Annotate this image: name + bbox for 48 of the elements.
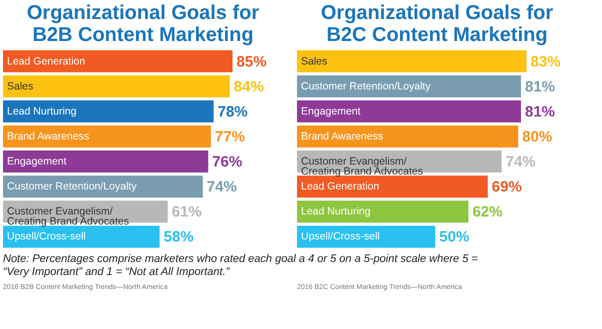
data-label: 61% (172, 204, 202, 221)
data-label: 62% (472, 204, 502, 221)
data-label: 50% (439, 228, 470, 246)
y-tick-label: Upsell/Cross-sell (301, 230, 380, 243)
y-tick-label: Sales (301, 55, 328, 68)
bar (3, 226, 160, 248)
y-tick-label: Lead Generation (301, 180, 380, 193)
y-tick-label: Engagement (301, 105, 361, 118)
y-tick-label: Lead Nurturing (7, 105, 77, 118)
bar (3, 125, 211, 148)
bar (297, 75, 521, 98)
y-tick-label: Sales (7, 80, 34, 92)
data-label: 83% (530, 53, 561, 70)
bar (297, 50, 527, 72)
data-label: 84% (234, 78, 264, 96)
data-label: 81% (524, 103, 556, 120)
y-tick-label: Lead Nurturing (301, 206, 371, 218)
data-label: 74% (506, 154, 536, 171)
bar (297, 200, 468, 223)
data-label: 58% (164, 228, 194, 246)
y-tick-label: Brand Awareness (301, 130, 384, 142)
y-tick-label: Lead Generation (7, 55, 86, 68)
y-tick-label: Upsell/Cross-sell (7, 230, 86, 243)
bar (297, 226, 436, 248)
y-tick-label: Customer Retention/Loyalty (7, 180, 138, 193)
y-tick-label: Customer Retention/Loyalty (301, 80, 432, 92)
bar (3, 150, 208, 173)
y-tick-label: Customer Evangelism/ Creating Brand Advocates (7, 206, 129, 228)
chart-title: Organizational Goals for B2C Content Marketing (320, 2, 554, 46)
y-tick-label: Brand Awareness (7, 130, 90, 142)
data-label: 69% (492, 178, 522, 196)
data-label: 76% (212, 154, 242, 171)
data-label: 74% (206, 178, 237, 196)
data-label: 85% (236, 53, 267, 70)
bar (297, 100, 521, 122)
data-label: 81% (524, 78, 556, 96)
data-label: 78% (218, 103, 248, 120)
chart-title: Organizational Goals for B2B Content Marketing (26, 2, 260, 46)
y-tick-label: Engagement (7, 156, 67, 168)
text: Note: Percentages comprise marketers who rated each goal a 4 or 5 on a 5-point scale where 5 = “Very Important” and 1 = “Not at All Important.” (3, 253, 478, 278)
y-tick-label: Customer Evangelism/ Creating Brand Advocates (301, 156, 423, 178)
bar (3, 100, 214, 122)
bar (3, 50, 233, 72)
data-label: 77% (214, 128, 245, 146)
bar (297, 125, 518, 148)
data-label: 80% (522, 128, 552, 146)
bar (3, 75, 230, 98)
bar (297, 176, 488, 198)
